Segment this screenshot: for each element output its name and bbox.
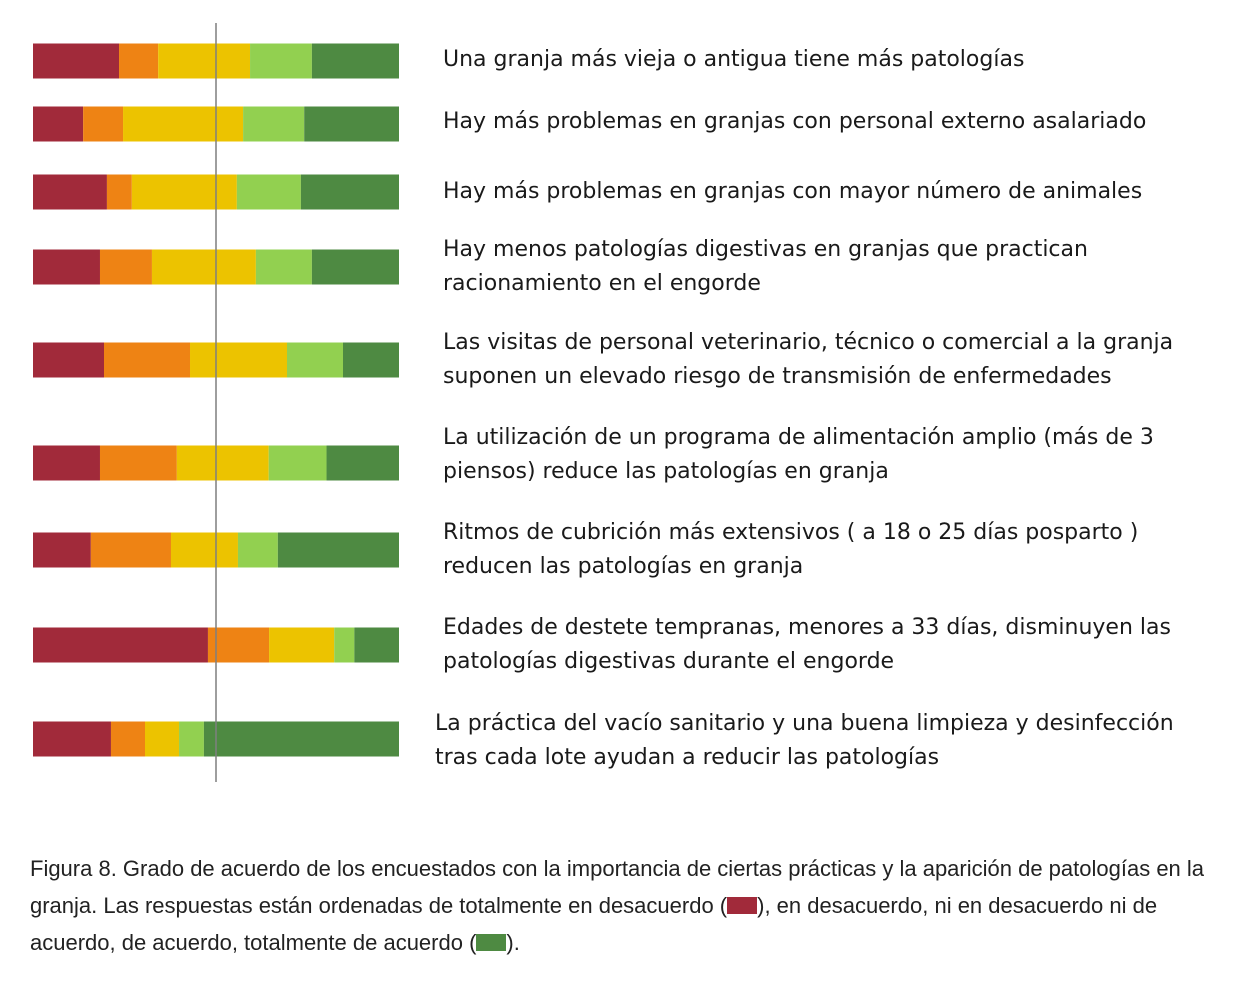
statement-label-8: Edades de destete tempranas, menores a 3… [443, 615, 1171, 674]
bar-segment-neutral-9 [145, 721, 180, 757]
bar-segment-agree-3 [236, 174, 301, 210]
bar-segment-totally-disagree-4 [33, 249, 100, 285]
bar-segment-totally-agree-6 [326, 445, 399, 481]
bar-segment-neutral-8 [269, 627, 335, 663]
statement-label-3: Hay más problemas en granjas con mayor n… [443, 179, 1143, 204]
statement-label-6: La utilización de un programa de aliment… [443, 425, 1154, 484]
statement-label-4: Hay menos patologías digestivas en granj… [443, 237, 1088, 296]
bar-segment-totally-disagree-7 [33, 532, 91, 568]
statement-label-2: Hay más problemas en granjas con persona… [443, 109, 1147, 134]
bar-segment-totally-agree-3 [300, 174, 399, 210]
bar-segment-totally-agree-7 [277, 532, 399, 568]
bar-segment-neutral-1 [158, 43, 251, 79]
bar-segment-totally-agree-1 [311, 43, 399, 79]
figure-caption: Figura 8. Grado de acuerdo de los encues… [30, 850, 1220, 961]
legend-swatch-totally-disagree [727, 897, 758, 914]
bar-segment-disagree-6 [99, 445, 177, 481]
bar-segment-totally-agree-8 [354, 627, 399, 663]
bar-segment-agree-1 [250, 43, 312, 79]
bar-segment-agree-4 [255, 249, 312, 285]
statement-label-7: Ritmos de cubrición más extensivos ( a 1… [443, 520, 1139, 579]
bar-segment-totally-disagree-1 [33, 43, 120, 79]
caption-text-2: ), en desacuerdo, ni en desacuerdo ni de… [30, 893, 1158, 955]
bar-segment-agree-5 [287, 342, 343, 378]
bar-segment-totally-disagree-8 [33, 627, 208, 663]
statement-label-9: La práctica del vacío sanitario y una bu… [435, 711, 1174, 770]
bar-segment-totally-disagree-3 [33, 174, 107, 210]
bar-segment-neutral-7 [170, 532, 238, 568]
bar-segment-agree-7 [237, 532, 278, 568]
bar-segment-totally-disagree-9 [33, 721, 111, 757]
bar-segment-neutral-4 [151, 249, 256, 285]
legend-swatch-totally-agree [476, 934, 507, 951]
caption-text-3: ). [506, 930, 520, 955]
bar-segment-agree-9 [179, 721, 204, 757]
bar-segment-totally-agree-5 [343, 342, 399, 378]
bar-segment-neutral-3 [131, 174, 237, 210]
bar-segment-totally-disagree-2 [33, 106, 84, 142]
bar-segment-totally-agree-2 [304, 106, 399, 142]
statement-label-5: Las visitas de personal veterinario, téc… [443, 330, 1174, 389]
bar-segment-totally-disagree-5 [33, 342, 104, 378]
bar-segment-disagree-8 [207, 627, 270, 663]
bar-segment-agree-6 [268, 445, 327, 481]
bar-segment-disagree-1 [119, 43, 159, 79]
stacked-bar-chart [33, 23, 399, 782]
bar-segment-agree-8 [334, 627, 355, 663]
bar-segment-disagree-3 [106, 174, 132, 210]
bar-segment-neutral-6 [176, 445, 269, 481]
bar-segment-disagree-2 [83, 106, 124, 142]
bar-segment-totally-disagree-6 [33, 445, 100, 481]
bar-segment-totally-agree-9 [203, 721, 399, 757]
bar-segment-disagree-7 [90, 532, 171, 568]
bar-segment-totally-agree-4 [311, 249, 399, 285]
caption-text-1: Figura 8. Grado de acuerdo de los encues… [30, 856, 1205, 918]
statement-label-1: Una granja más vieja o antigua tiene más… [443, 47, 1025, 72]
bar-segment-disagree-4 [99, 249, 152, 285]
bar-segment-neutral-2 [123, 106, 244, 142]
bar-segment-neutral-5 [190, 342, 287, 378]
bar-segment-disagree-9 [110, 721, 145, 757]
bar-segment-agree-2 [243, 106, 305, 142]
bar-segment-disagree-5 [104, 342, 191, 378]
